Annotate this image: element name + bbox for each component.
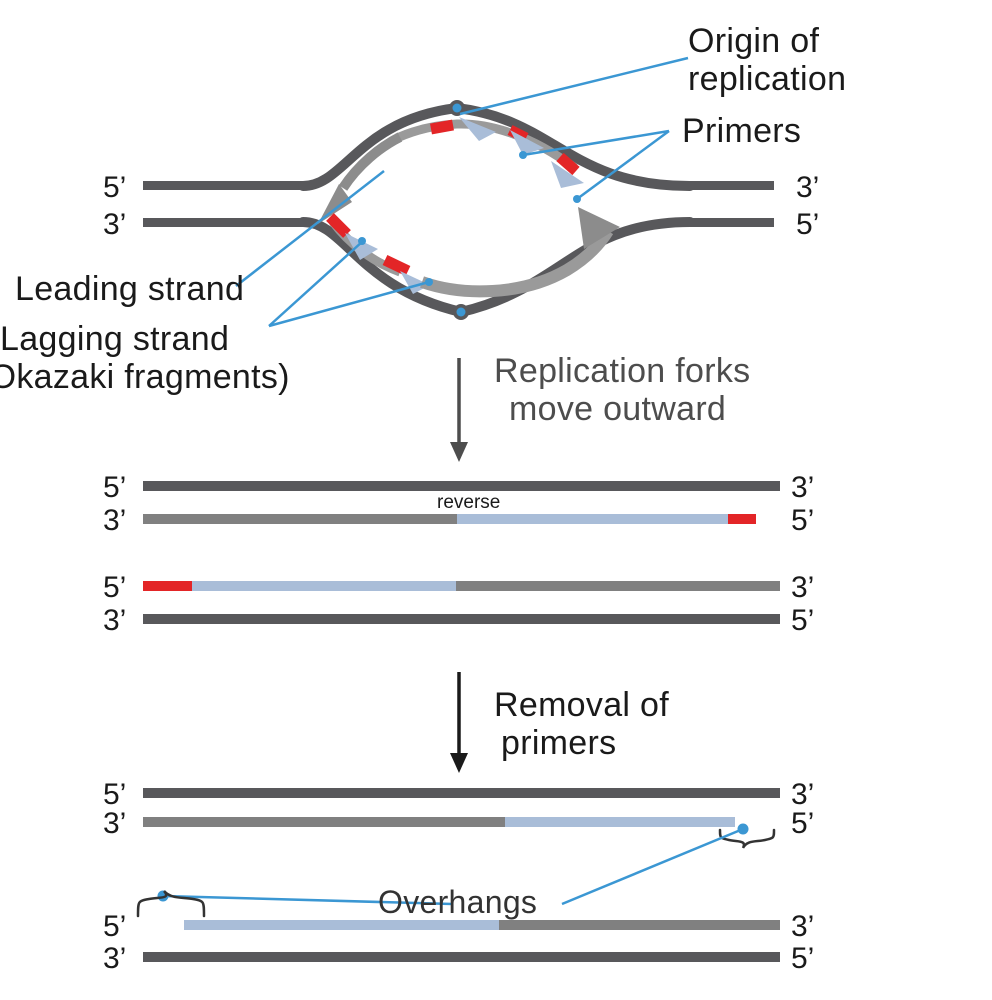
svg-text:Replication forks: Replication forks bbox=[494, 352, 750, 390]
svg-text:Lagging strand: Lagging strand bbox=[0, 320, 229, 358]
svg-text:Primers: Primers bbox=[682, 112, 801, 150]
svg-text:Leading strand: Leading strand bbox=[15, 270, 244, 308]
svg-text:5’: 5’ bbox=[796, 208, 819, 241]
svg-text:3’: 3’ bbox=[103, 504, 126, 537]
svg-text:5’: 5’ bbox=[791, 807, 814, 840]
svg-text:3’: 3’ bbox=[103, 208, 126, 241]
svg-text:3’: 3’ bbox=[791, 471, 814, 504]
svg-text:5’: 5’ bbox=[103, 571, 126, 604]
svg-text:5’: 5’ bbox=[103, 910, 126, 943]
svg-text:3’: 3’ bbox=[791, 910, 814, 943]
svg-text:(Okazaki fragments): (Okazaki fragments) bbox=[0, 358, 290, 396]
svg-text:5’: 5’ bbox=[791, 942, 814, 975]
svg-text:move outward: move outward bbox=[509, 390, 726, 428]
svg-text:Origin of: Origin of bbox=[688, 22, 819, 60]
svg-text:5’: 5’ bbox=[103, 471, 126, 504]
svg-text:3’: 3’ bbox=[103, 807, 126, 840]
svg-text:reverse: reverse bbox=[437, 492, 500, 513]
svg-text:5’: 5’ bbox=[791, 604, 814, 637]
svg-text:3’: 3’ bbox=[791, 571, 814, 604]
svg-text:5’: 5’ bbox=[103, 171, 126, 204]
svg-text:5’: 5’ bbox=[791, 504, 814, 537]
svg-text:Removal of: Removal of bbox=[494, 686, 669, 724]
svg-text:3’: 3’ bbox=[103, 604, 126, 637]
svg-text:3’: 3’ bbox=[796, 171, 819, 204]
svg-text:replication: replication bbox=[688, 60, 846, 98]
svg-text:Overhangs: Overhangs bbox=[378, 884, 537, 920]
svg-text:3’: 3’ bbox=[103, 942, 126, 975]
svg-text:primers: primers bbox=[501, 724, 616, 762]
